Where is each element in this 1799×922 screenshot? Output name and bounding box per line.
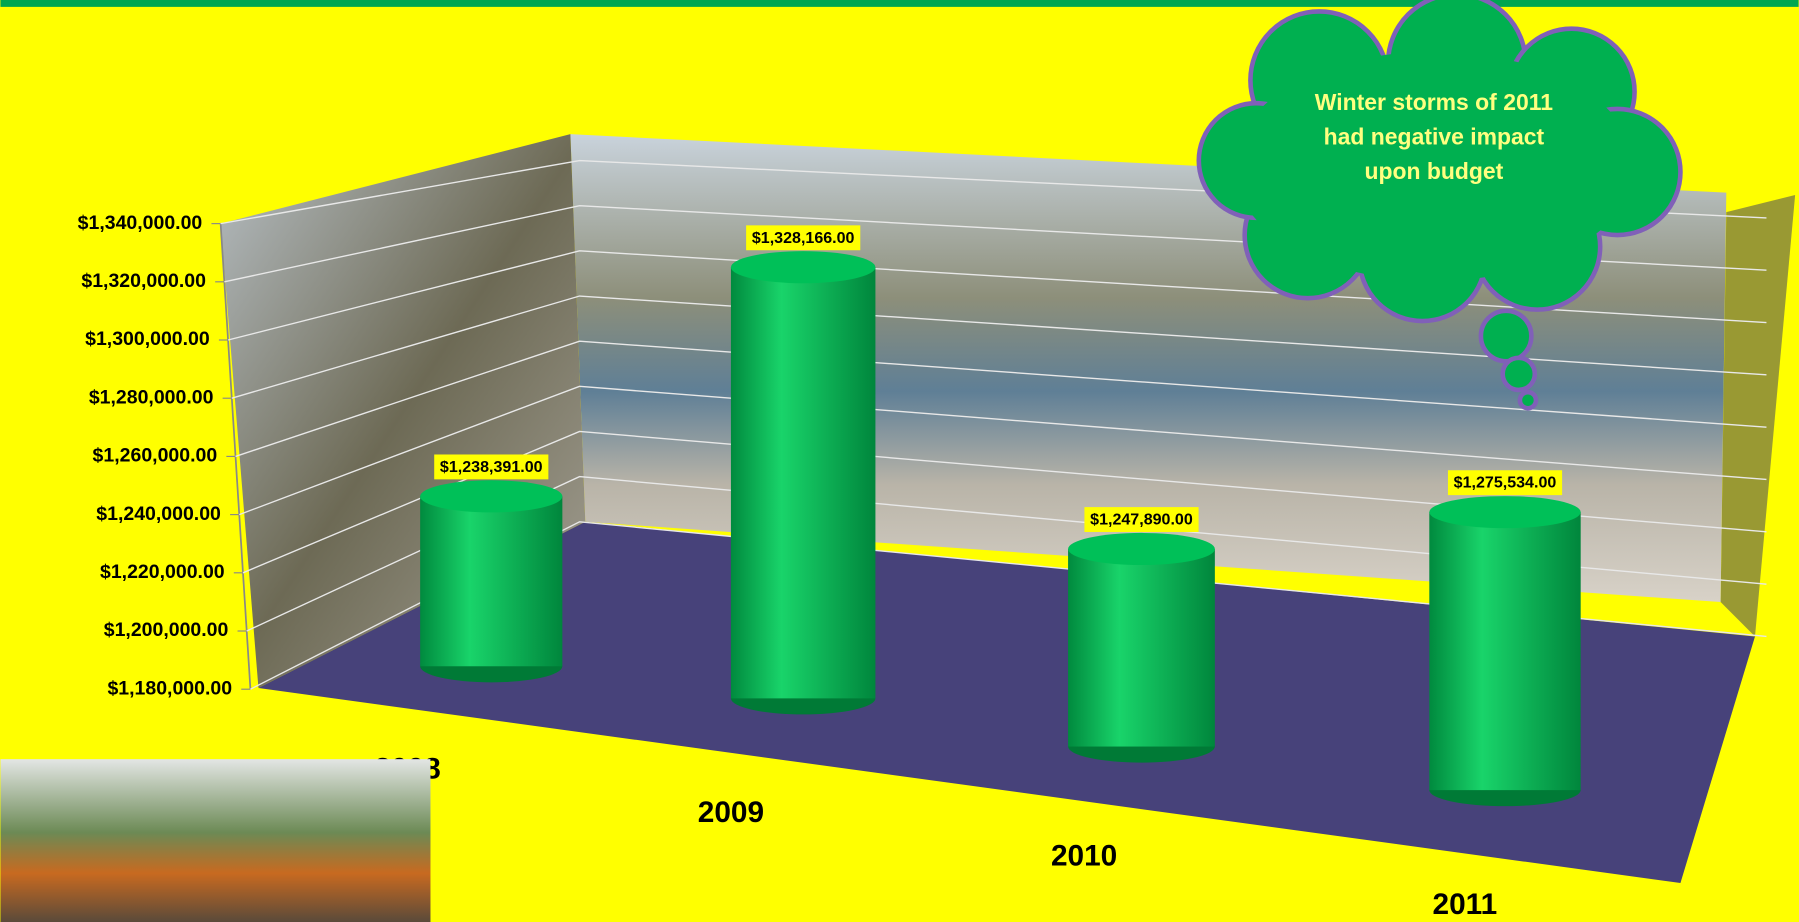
value-label-bg <box>746 225 861 251</box>
value-label: $1,238,391.00 <box>440 458 543 476</box>
x-tick-label: 2011 <box>1433 888 1498 921</box>
grid-line <box>231 295 1767 399</box>
y-tick-label: $1,340,000.00 <box>78 212 203 234</box>
value-label-bg <box>1447 470 1563 496</box>
cylinder-top <box>1429 496 1581 529</box>
grid-line <box>246 475 1767 632</box>
top-strip <box>0 0 1799 7</box>
value-label-bg <box>434 454 549 480</box>
y-tick-label: $1,300,000.00 <box>85 328 210 350</box>
y-tick-label: $1,220,000.00 <box>100 561 225 583</box>
cylinder <box>1429 496 1581 807</box>
thought-cloud: Winter storms of 2011 had negative impac… <box>1196 0 1683 411</box>
value-label: $1,247,890.00 <box>1090 511 1193 529</box>
wall-shadow <box>1720 194 1796 637</box>
cylinder-top <box>730 251 876 284</box>
value-label: $1,275,534.00 <box>1454 474 1557 492</box>
x-tick-label: 2010 <box>1051 840 1117 873</box>
value-label: $1,328,166.00 <box>752 229 855 247</box>
bar <box>420 496 563 667</box>
bar <box>1068 548 1215 747</box>
y-tick-label: $1,200,000.00 <box>104 619 229 641</box>
excavator-photo <box>0 759 431 922</box>
value-label-bg <box>1084 507 1199 532</box>
bar <box>1429 512 1581 791</box>
y-tick-label: $1,260,000.00 <box>93 445 218 467</box>
grid-line <box>235 340 1767 458</box>
cylinder <box>1068 532 1215 763</box>
grid-line <box>242 430 1767 574</box>
grid-line <box>250 521 1767 690</box>
cylinder-top <box>1068 532 1215 566</box>
bar <box>730 267 876 699</box>
y-tick-label: $1,240,000.00 <box>96 503 221 525</box>
cylinder-top <box>420 480 563 513</box>
annotation: Winter storms of 2011 had negative impac… <box>1314 90 1553 185</box>
y-tick-label: $1,320,000.00 <box>81 270 206 292</box>
cylinder <box>730 251 876 715</box>
grid-line <box>239 385 1767 516</box>
floor <box>258 521 1755 884</box>
x-tick-label: 2009 <box>698 796 764 829</box>
y-tick-label: $1,280,000.00 <box>89 386 214 408</box>
grid-line <box>227 250 1767 341</box>
y-tick-label: $1,180,000.00 <box>107 677 232 699</box>
cloud-frame: Winter storms of 2011 had negative impac… <box>1314 90 1553 185</box>
cylinder <box>420 480 563 683</box>
